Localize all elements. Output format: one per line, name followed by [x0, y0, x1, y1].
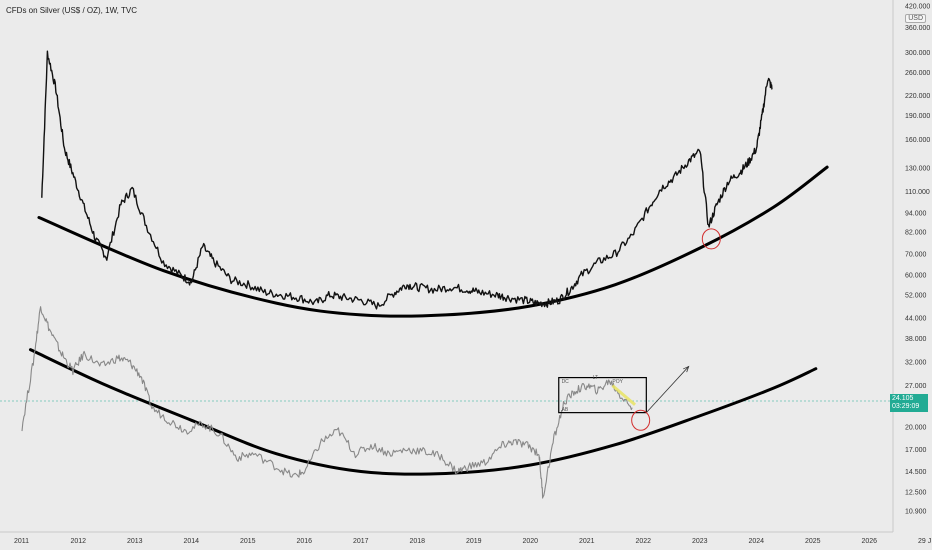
- price-tick-label: 60.000: [905, 273, 927, 280]
- price-line: [41, 50, 773, 310]
- price-tick-label: 94.000: [905, 211, 927, 218]
- price-tick-label: 20.000: [905, 425, 927, 432]
- time-tick-label: 2019: [466, 538, 482, 545]
- time-tick-label: 2018: [410, 538, 426, 545]
- price-tick-label: 260.000: [905, 70, 930, 77]
- price-tick-label: 17.000: [905, 447, 927, 454]
- current-price: 24.105: [892, 395, 914, 402]
- support-circle: [631, 409, 651, 431]
- price-tick-label: 38.000: [905, 336, 927, 343]
- time-tick-label: 2023: [692, 538, 708, 545]
- price-tag: 24.105 03:29:09: [890, 394, 928, 412]
- time-tick-label: 2014: [184, 538, 200, 545]
- time-tick-label: 2022: [636, 538, 652, 545]
- consolidation-box: [558, 376, 647, 414]
- price-tick-label: 27.000: [905, 383, 927, 390]
- time-tick-label: 2017: [353, 538, 369, 545]
- time-tick-label: 2015: [240, 538, 256, 545]
- currency-label[interactable]: USD: [905, 14, 926, 23]
- support-circle: [701, 228, 721, 250]
- box-label: LT: [593, 375, 598, 381]
- time-tick-label: 2026: [862, 538, 878, 545]
- chart-title: CFDs on Silver (US$ / OZ), 1W, TVC: [6, 6, 137, 15]
- price-tick-label: 70.000: [905, 251, 927, 258]
- trend-arc: [28, 348, 818, 476]
- trend-arcs: [28, 165, 829, 476]
- price-tick-label: 220.000: [905, 93, 930, 100]
- box-label: DC: [562, 379, 570, 385]
- arrow-head: [683, 365, 690, 373]
- price-tick-label: 160.000: [905, 137, 930, 144]
- time-tick-label: 2024: [749, 538, 765, 545]
- time-tick-label: 2016: [297, 538, 313, 545]
- price-axis[interactable]: 420.000 360.000 300.000 260.000 220.000 190.0…: [905, 4, 930, 516]
- price-tick-label: 110.000: [905, 189, 930, 196]
- price-tick-label: 130.000: [905, 166, 930, 173]
- time-tick-label: 2020: [523, 538, 539, 545]
- time-tick-label: 29 J: [918, 538, 931, 545]
- box-label: POY: [612, 379, 623, 385]
- price-tick-label: 12.500: [905, 490, 927, 497]
- price-tick-label: 360.000: [905, 25, 930, 32]
- price-tick-label: 82.000: [905, 229, 927, 236]
- time-tick-label: 2021: [579, 538, 595, 545]
- time-tick-label: 2013: [127, 538, 143, 545]
- price-tick-label: 190.000: [905, 113, 930, 120]
- breakout-arrow: [646, 366, 689, 413]
- highlight-stroke: [611, 384, 636, 406]
- bar-countdown: 03:29:09: [892, 403, 920, 410]
- price-tick-label: 10.900: [905, 509, 927, 516]
- price-tick-label: 32.000: [905, 360, 927, 367]
- box-label: AB: [562, 407, 569, 413]
- price-tick-label: 44.000: [905, 316, 927, 323]
- time-tick-label: 2025: [805, 538, 821, 545]
- price-line: [21, 306, 633, 499]
- price-tick-label: 14.500: [905, 469, 927, 476]
- time-tick-label: 2012: [71, 538, 87, 545]
- time-tick-label: 2011: [14, 538, 29, 545]
- price-series: [21, 50, 773, 499]
- annotations: DC LT POY AB: [558, 228, 721, 431]
- price-tick-label: 300.000: [905, 50, 930, 57]
- price-tick-label: 52.000: [905, 292, 927, 299]
- trend-arc: [37, 165, 829, 318]
- time-axis[interactable]: 2011 2012 2013 2014 2015 2016 2017 2018 2019 2020…: [14, 538, 931, 545]
- price-tick-label: 420.000: [905, 4, 930, 11]
